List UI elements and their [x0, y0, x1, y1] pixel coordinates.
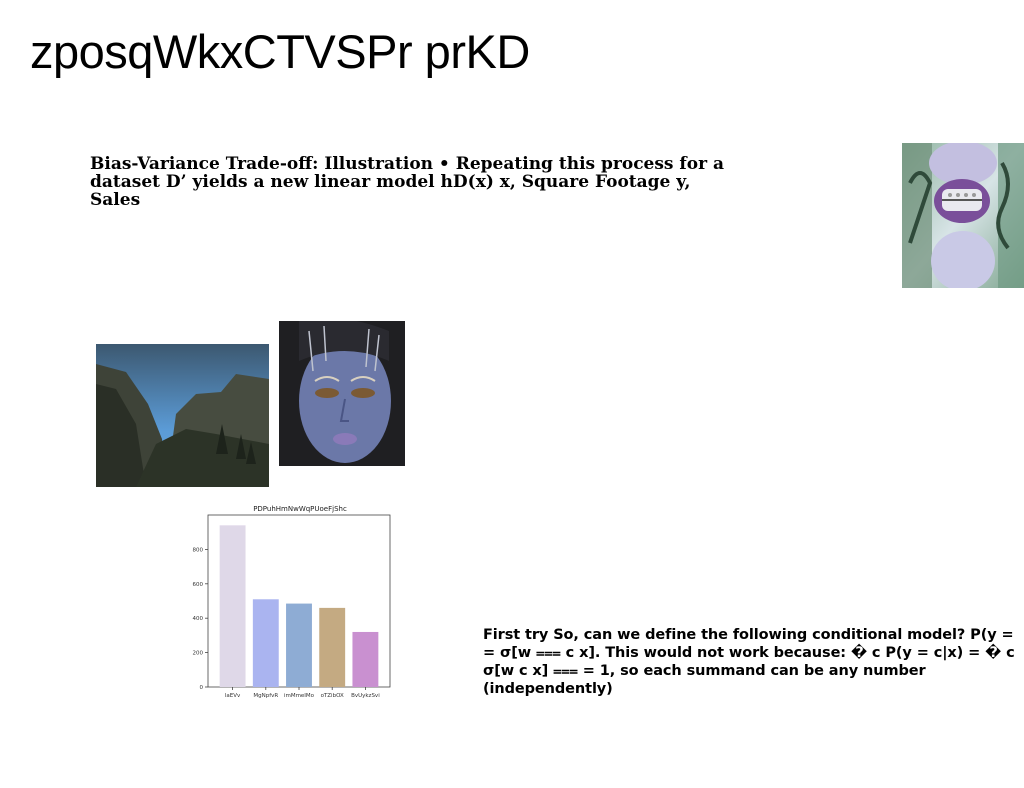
x-tick-label: MgNpfvR: [253, 693, 278, 699]
slide-title: zposqWkxCTVSPr prKD: [30, 25, 530, 78]
chart-title: PDPuhHmNwWqPUoeFjShc: [253, 505, 347, 513]
bar-imMmeIMo: [286, 603, 312, 687]
conditional-model-text: First try So, can we define the followin…: [483, 627, 1015, 697]
x-tick-label: BvUykzSvi: [351, 693, 380, 699]
bar-MgNpfvR: [252, 599, 279, 687]
x-tick-label: imMmeIMo: [284, 693, 315, 699]
x-tick-label: oTZibOX: [321, 693, 344, 699]
y-tick-label: 0: [200, 685, 204, 691]
bar-chart: PDPuhHmNwWqPUoeFjShc 0 200 400 600 800 laEVv M…: [190, 500, 400, 705]
x-tick-label: laEVv: [225, 693, 241, 699]
bar-laEVv: [219, 525, 246, 687]
y-tick-label: 200: [193, 651, 204, 657]
bias-variance-text: Bias-Variance Trade-off: Illustration • …: [90, 154, 724, 210]
photo-blue-face-icon: [279, 321, 405, 466]
bar-oTZibOX: [319, 607, 346, 687]
y-tick-label: 400: [193, 616, 204, 622]
y-tick-label: 600: [193, 582, 204, 588]
photo-face-grillz-icon: [902, 143, 1024, 288]
bar-chart-svg: PDPuhHmNwWqPUoeFjShc 0 200 400 600 800 laEVv M…: [193, 505, 391, 699]
bar-BvUykzSvi: [352, 631, 379, 687]
photo-mountain-valley-icon: [96, 344, 269, 487]
y-tick-label: 800: [193, 547, 204, 553]
